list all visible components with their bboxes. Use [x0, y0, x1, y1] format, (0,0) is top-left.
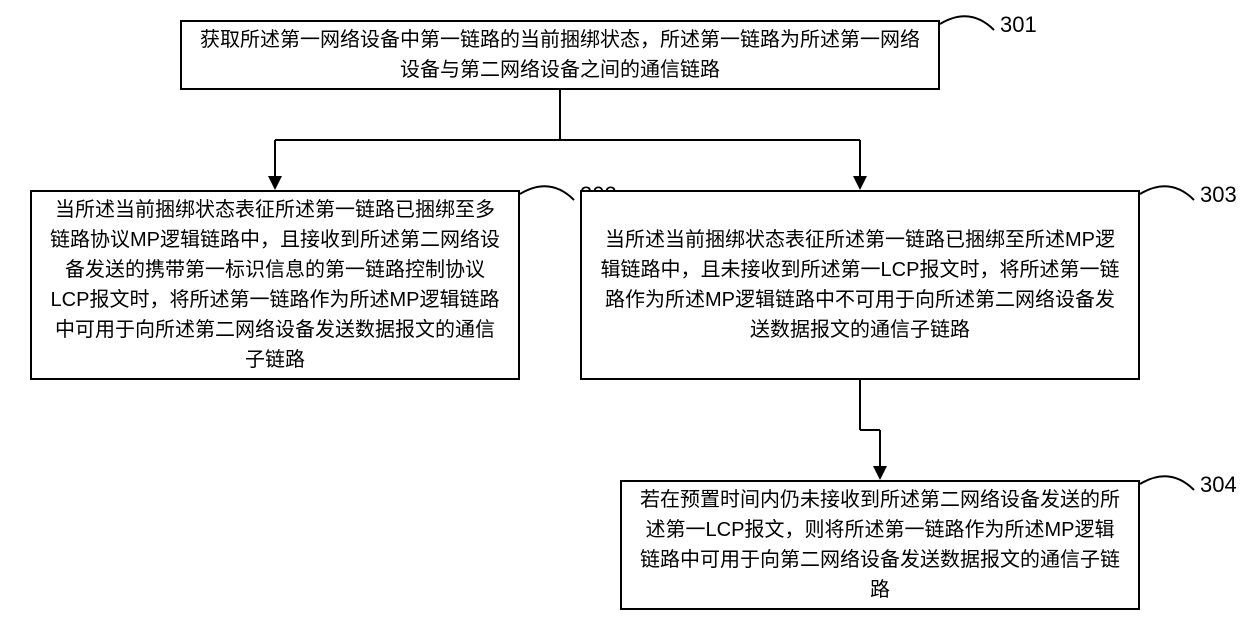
flow-node-302: 当所述当前捆绑状态表征所述第一链路已捆绑至多链路协议MP逻辑链路中，且接收到所述…	[30, 190, 520, 380]
node-text: 若在预置时间内仍未接收到所述第二网络设备发送的所述第一LCP报文，则将所述第一链…	[636, 485, 1124, 605]
flow-node-304: 若在预置时间内仍未接收到所述第二网络设备发送的所述第一LCP报文，则将所述第一链…	[620, 480, 1140, 610]
node-text: 当所述当前捆绑状态表征所述第一链路已捆绑至所述MP逻辑链路中，且未接收到所述第一…	[596, 225, 1124, 345]
node-label-303: 303	[1200, 182, 1237, 208]
flow-node-303: 当所述当前捆绑状态表征所述第一链路已捆绑至所述MP逻辑链路中，且未接收到所述第一…	[580, 190, 1140, 380]
flowchart-canvas: 获取所述第一网络设备中第一链路的当前捆绑状态，所述第一链路为所述第一网络设备与第…	[0, 0, 1240, 640]
node-label-304: 304	[1200, 472, 1237, 498]
node-label-301: 301	[1000, 12, 1037, 38]
node-text: 获取所述第一网络设备中第一链路的当前捆绑状态，所述第一链路为所述第一网络设备与第…	[196, 25, 924, 85]
node-text: 当所述当前捆绑状态表征所述第一链路已捆绑至多链路协议MP逻辑链路中，且接收到所述…	[46, 195, 504, 375]
flow-node-301: 获取所述第一网络设备中第一链路的当前捆绑状态，所述第一链路为所述第一网络设备与第…	[180, 20, 940, 90]
